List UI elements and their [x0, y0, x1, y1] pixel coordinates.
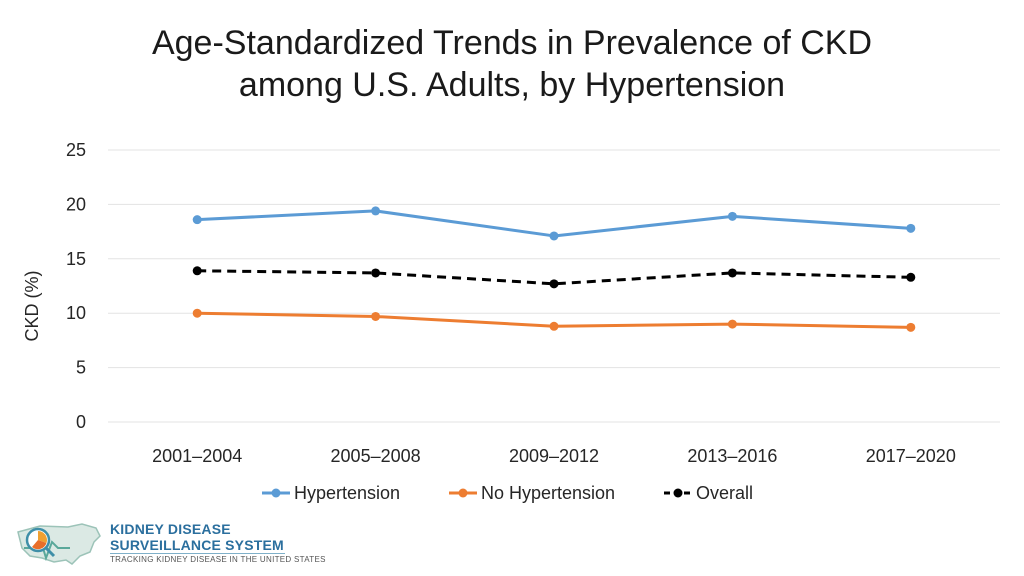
- data-point-hypertension: [371, 206, 381, 216]
- legend-item-hypertension: Hypertension: [262, 483, 400, 503]
- data-point-no_hypertension: [192, 308, 202, 318]
- y-tick-label: 0: [76, 412, 86, 432]
- y-axis-label: CKD (%): [22, 271, 42, 342]
- data-point-no_hypertension: [727, 319, 737, 329]
- data-point-no_hypertension: [371, 311, 381, 321]
- series-lines: [192, 206, 916, 332]
- data-point-no_hypertension: [549, 321, 559, 331]
- legend-marker-hypertension: [271, 488, 281, 498]
- chart-title: Age-Standardized Trends in Prevalence of…: [0, 22, 1024, 106]
- data-point-no_hypertension: [906, 322, 916, 332]
- gridlines: [108, 149, 1000, 423]
- y-axis-ticks: 0 5 10 15 20 25: [66, 140, 86, 432]
- data-point-overall: [549, 279, 559, 289]
- data-point-overall: [906, 272, 916, 282]
- data-point-overall: [727, 268, 737, 278]
- logo-tagline: TRACKING KIDNEY DISEASE IN THE UNITED ST…: [110, 555, 326, 564]
- us-map-logo-icon: [17, 523, 101, 565]
- x-tick-label: 2005–2008: [331, 446, 421, 466]
- y-tick-label: 25: [66, 140, 86, 160]
- x-tick-label: 2017–2020: [866, 446, 956, 466]
- x-tick-label: 2013–2016: [687, 446, 777, 466]
- data-point-hypertension: [549, 231, 559, 241]
- legend-item-overall: Overall: [664, 483, 753, 503]
- series-no_hypertension: [192, 308, 916, 332]
- legend-label-overall: Overall: [696, 483, 753, 503]
- legend-item-no_hypertension: No Hypertension: [449, 483, 615, 503]
- kdss-logo: KIDNEY DISEASE SURVEILLANCE SYSTEM TRACK…: [10, 518, 325, 570]
- x-axis-ticks: 2001–2004 2005–2008 2009–2012 2013–2016 2017…: [152, 446, 956, 466]
- data-point-hypertension: [727, 211, 737, 221]
- legend-marker-overall: [673, 488, 683, 498]
- y-tick-label: 20: [66, 194, 86, 214]
- legend-label-no_hypertension: No Hypertension: [481, 483, 615, 503]
- series-overall: [192, 266, 916, 289]
- logo-text-line-1: KIDNEY DISEASE: [110, 521, 231, 537]
- y-tick-label: 15: [66, 249, 86, 269]
- data-point-overall: [371, 268, 381, 278]
- x-tick-label: 2001–2004: [152, 446, 242, 466]
- logo-text-line-2: SURVEILLANCE SYSTEM: [110, 537, 284, 553]
- y-tick-label: 10: [66, 303, 86, 323]
- legend: Hypertension No Hypertension Overall: [262, 483, 753, 503]
- y-tick-label: 5: [76, 358, 86, 378]
- chart-title-line-2: among U.S. Adults, by Hypertension: [238, 66, 786, 104]
- data-point-hypertension: [192, 215, 202, 225]
- legend-label-hypertension: Hypertension: [294, 483, 400, 503]
- series-hypertension: [192, 206, 916, 241]
- chart-title-line-1: Age-Standardized Trends in Prevalence of…: [151, 24, 873, 62]
- data-point-hypertension: [906, 223, 916, 233]
- data-point-overall: [192, 266, 202, 276]
- logo-divider: [110, 553, 285, 554]
- legend-marker-no_hypertension: [458, 488, 468, 498]
- x-tick-label: 2009–2012: [509, 446, 599, 466]
